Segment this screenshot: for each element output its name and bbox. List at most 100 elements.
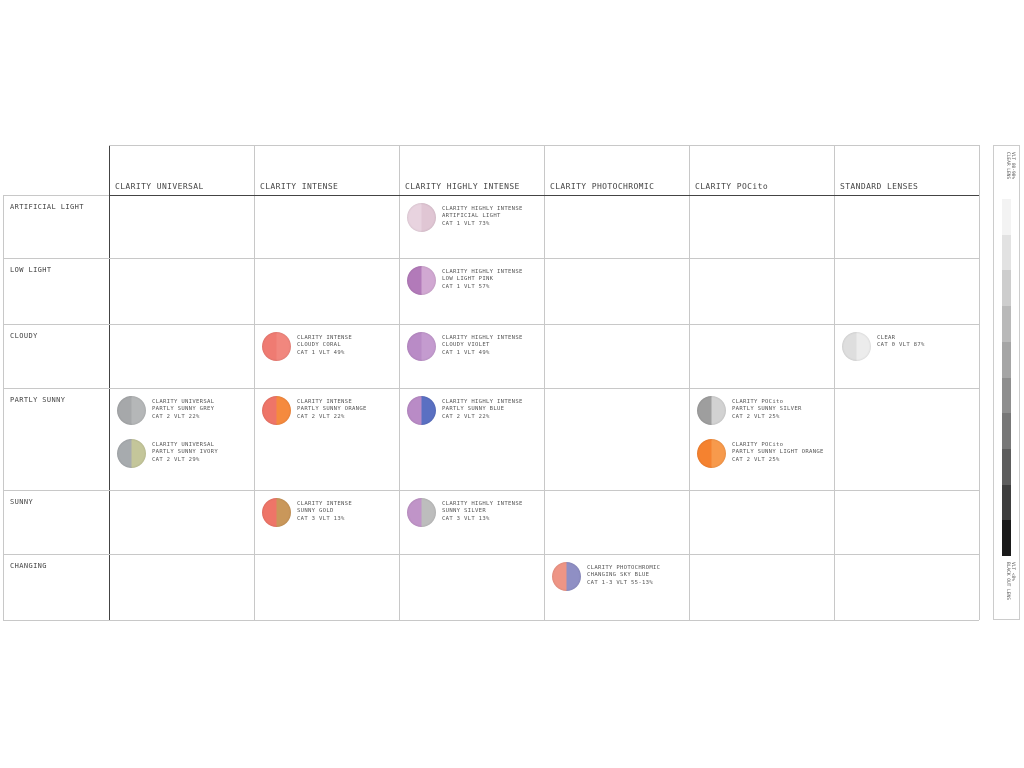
column-divider: [399, 145, 400, 620]
lens-name: CLOUDY VIOLET: [442, 342, 490, 349]
lens-specs: CAT 1-3 VLT 55-13%: [587, 579, 654, 586]
lens-info: CLARITY PHOTOCHROMIC CHANGING SKY BLUE CAT…: [587, 565, 660, 587]
lens-swatch: [407, 203, 436, 232]
lens-name: ARTIFICIAL LIGHT: [442, 213, 501, 220]
scale-bottom-text: BLACK OUT LENS: [1005, 562, 1010, 600]
lens-swatch: [407, 498, 436, 527]
column-header: CLARITY INTENSE: [260, 182, 339, 191]
lens-name: PARTLY SUNNY SILVER: [732, 406, 802, 413]
table-left-border: [3, 195, 4, 620]
lens-item: CLARITY HIGHLY INTENSE LOW LIGHT PINK CAT …: [407, 266, 523, 295]
lens-specs: CAT 1 VLT 57%: [442, 283, 490, 290]
lens-swatch: [262, 498, 291, 527]
lens-family: CLARITY INTENSE: [297, 501, 353, 507]
lens-item: CLARITY HIGHLY INTENSE PARTLY SUNNY BLUE C…: [407, 396, 523, 425]
lens-name: PARTLY SUNNY BLUE: [442, 406, 505, 413]
lens-family: CLARITY POCito: [732, 399, 784, 405]
scale-top-text: CLEAR LENS: [1005, 152, 1010, 180]
lens-name: LOW LIGHT PINK: [442, 276, 494, 283]
lens-item: CLARITY HIGHLY INTENSE CLOUDY VIOLET CAT 1…: [407, 332, 523, 361]
row-divider: [3, 554, 979, 555]
column-divider: [544, 145, 545, 620]
lens-name: PARTLY SUNNY IVORY: [152, 449, 219, 456]
scale-step: [1002, 413, 1011, 449]
lens-info: CLARITY POCito PARTLY SUNNY LIGHT ORANGE C…: [732, 442, 824, 464]
lens-specs: CAT 1 VLT 49%: [297, 349, 345, 356]
lens-swatch: [407, 396, 436, 425]
column-divider: [109, 145, 110, 620]
column-header: STANDARD LENSES: [840, 182, 919, 191]
row-header: SUNNY: [10, 498, 34, 506]
lens-family: CLARITY HIGHLY INTENSE: [442, 269, 523, 275]
lens-specs: CAT 1 VLT 49%: [442, 349, 490, 356]
lens-swatch: [117, 396, 146, 425]
scale-step: [1002, 484, 1011, 521]
lens-family: CLARITY HIGHLY INTENSE: [442, 206, 523, 212]
scale-step: [1002, 306, 1011, 342]
lens-specs: CAT 1 VLT 73%: [442, 220, 490, 227]
lens-item: CLARITY POCito PARTLY SUNNY LIGHT ORANGE C…: [697, 439, 824, 468]
lens-specs: CAT 2 VLT 25%: [732, 456, 780, 463]
column-header: CLARITY PHOTOCHROMIC: [550, 182, 655, 191]
lens-info: CLARITY INTENSE CLOUDY CORAL CAT 1 VLT 49%: [297, 335, 352, 357]
lens-family: CLARITY UNIVERSAL: [152, 442, 215, 448]
lens-family: CLARITY PHOTOCHROMIC: [587, 565, 661, 571]
lens-name: PARTLY SUNNY ORANGE: [297, 406, 367, 413]
scale-step: [1002, 270, 1011, 307]
lens-info: CLARITY HIGHLY INTENSE LOW LIGHT PINK CAT …: [442, 269, 523, 291]
lens-swatch: [262, 332, 291, 361]
scale-step: [1002, 234, 1011, 271]
lens-name: SUNNY SILVER: [442, 508, 487, 515]
column-header: CLARITY HIGHLY INTENSE: [405, 182, 520, 191]
lens-item: CLARITY INTENSE SUNNY GOLD CAT 3 VLT 13%: [262, 498, 352, 527]
scale-bottom-label: VLT <8% BLACK OUT LENS: [999, 562, 1015, 600]
column-divider: [834, 145, 835, 620]
lens-swatch: [552, 562, 581, 591]
lens-item: CLARITY HIGHLY INTENSE SUNNY SILVER CAT 3 …: [407, 498, 523, 527]
lens-info: CLARITY HIGHLY INTENSE PARTLY SUNNY BLUE C…: [442, 399, 523, 421]
scale-step: [1002, 199, 1011, 235]
lens-item: CLARITY HIGHLY INTENSE ARTIFICIAL LIGHT CA…: [407, 203, 523, 232]
lens-family: CLARITY INTENSE: [297, 399, 353, 405]
lens-family: CLARITY HIGHLY INTENSE: [442, 335, 523, 341]
scale-top-label: VLT 80-90% CLEAR LENS: [999, 152, 1015, 179]
vlt-scale: VLT 80-90% CLEAR LENS VLT <8% BLACK OUT LE…: [993, 145, 1020, 620]
lens-specs: CAT 3 VLT 13%: [297, 515, 345, 522]
lens-info: CLARITY HIGHLY INTENSE CLOUDY VIOLET CAT 1…: [442, 335, 523, 357]
lens-swatch: [407, 332, 436, 361]
lens-name: CLOUDY CORAL: [297, 342, 342, 349]
lens-info: CLARITY INTENSE PARTLY SUNNY ORANGE CAT 2 …: [297, 399, 367, 421]
lens-family: CLARITY POCito: [732, 442, 784, 448]
lens-family: CLARITY INTENSE: [297, 335, 353, 341]
row-header: PARTLY SUNNY: [10, 396, 66, 404]
lens-specs: CAT 0 VLT 87%: [877, 342, 925, 349]
lens-name: SUNNY GOLD: [297, 508, 334, 515]
lens-info: CLARITY HIGHLY INTENSE SUNNY SILVER CAT 3 …: [442, 501, 523, 523]
lens-name: PARTLY SUNNY LIGHT ORANGE: [732, 449, 824, 456]
row-header: LOW LIGHT: [10, 266, 52, 274]
lens-family: CLEAR: [877, 335, 896, 341]
scale-bottom-vlt: VLT <8%: [1010, 562, 1015, 581]
lens-info: CLARITY UNIVERSAL PARTLY SUNNY GREY CAT 2 …: [152, 399, 214, 421]
lens-specs: CAT 2 VLT 25%: [732, 413, 780, 420]
lens-specs: CAT 2 VLT 22%: [442, 413, 490, 420]
column-divider: [979, 145, 980, 620]
lens-info: CLARITY UNIVERSAL PARTLY SUNNY IVORY CAT 2…: [152, 442, 218, 464]
lens-item: CLEAR CAT 0 VLT 87%: [842, 332, 925, 361]
lens-info: CLARITY HIGHLY INTENSE ARTIFICIAL LIGHT CA…: [442, 206, 523, 228]
lens-name: PARTLY SUNNY GREY: [152, 406, 215, 413]
row-divider: [109, 195, 979, 196]
lens-item: CLARITY UNIVERSAL PARTLY SUNNY GREY CAT 2 …: [117, 396, 214, 425]
lens-item: CLARITY UNIVERSAL PARTLY SUNNY IVORY CAT 2…: [117, 439, 218, 468]
lens-specs: CAT 2 VLT 22%: [152, 413, 200, 420]
row-header: ARTIFICIAL LIGHT: [10, 203, 84, 211]
scale-step: [1002, 377, 1011, 414]
lens-item: CLARITY INTENSE PARTLY SUNNY ORANGE CAT 2 …: [262, 396, 367, 425]
lens-swatch: [407, 266, 436, 295]
scale-steps: [1002, 199, 1011, 557]
lens-item: CLARITY POCito PARTLY SUNNY SILVER CAT 2 V…: [697, 396, 802, 425]
column-header: CLARITY POCito: [695, 182, 769, 191]
lens-family: CLARITY HIGHLY INTENSE: [442, 501, 523, 507]
scale-step: [1002, 341, 1011, 378]
